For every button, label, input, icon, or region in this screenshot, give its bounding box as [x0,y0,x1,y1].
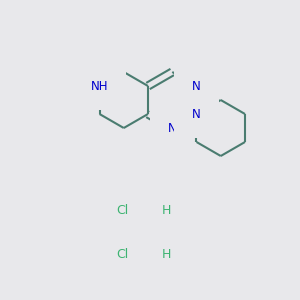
Text: N: N [168,122,177,134]
Text: Cl: Cl [116,203,128,217]
Text: N: N [192,107,201,121]
Text: NH: NH [91,80,108,92]
Text: Cl: Cl [116,248,128,262]
Text: H: H [161,248,171,262]
Text: N: N [192,80,201,92]
Text: H: H [161,203,171,217]
